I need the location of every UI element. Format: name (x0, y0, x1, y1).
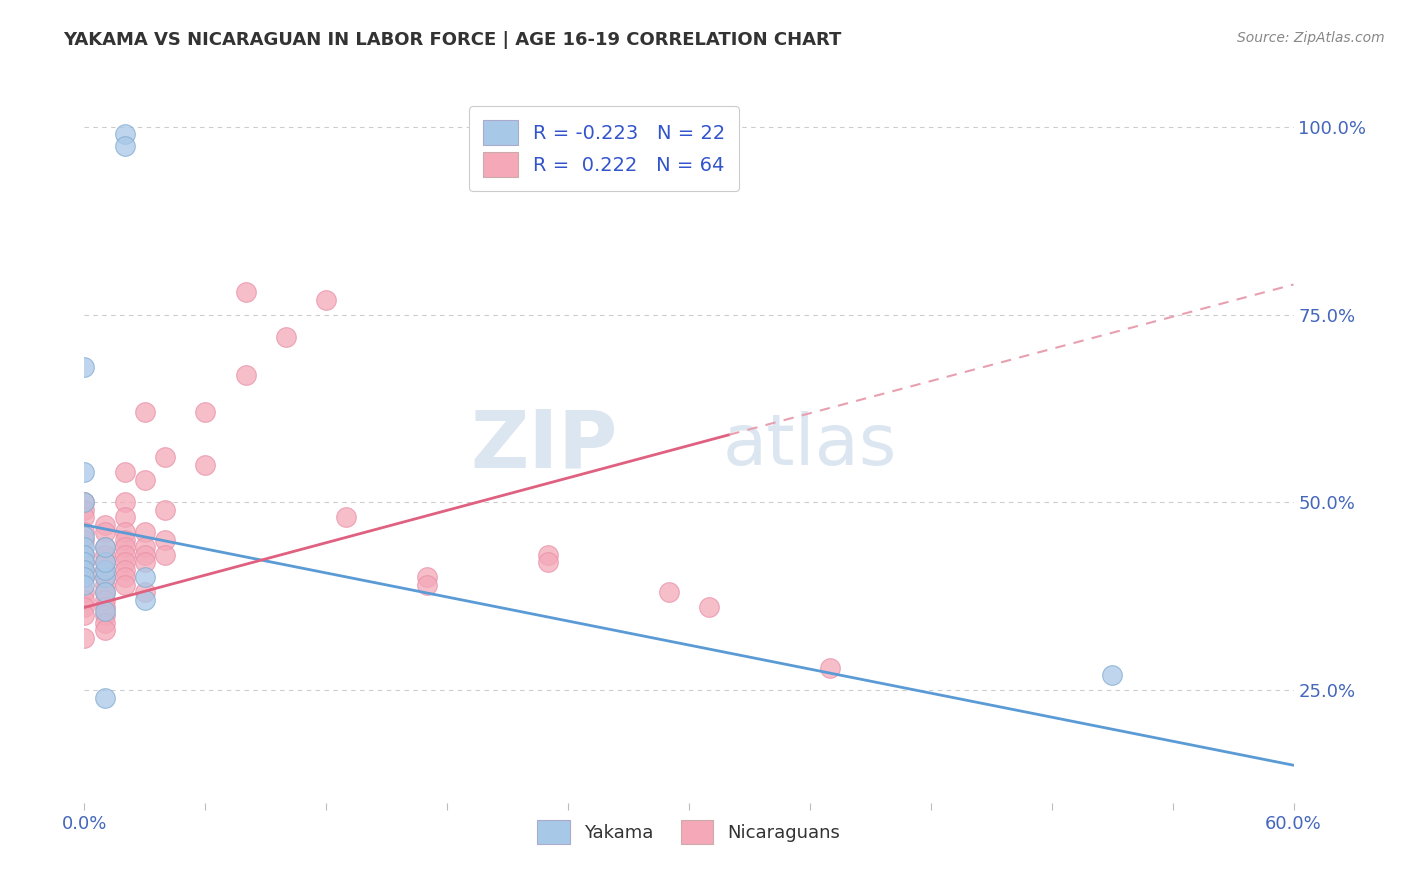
Point (93, 607, 115, 622)
Point (93, 525, 115, 540)
Point (73, 529, 96, 543)
Point (93, 556, 115, 570)
Point (93, 623, 115, 637)
Point (73, 525, 96, 540)
Point (73, 563, 96, 577)
Point (114, 510, 136, 524)
Point (73, 585, 96, 599)
Point (93, 563, 115, 577)
Point (235, 285, 257, 299)
Point (315, 293, 337, 307)
Point (134, 570, 156, 584)
Point (73, 548, 96, 562)
Point (134, 541, 156, 555)
Point (93, 517, 115, 532)
Point (194, 405, 217, 419)
Point (73, 495, 96, 509)
Point (134, 585, 156, 599)
Point (73, 631, 96, 645)
Point (416, 570, 439, 584)
Text: atlas: atlas (723, 411, 897, 481)
Point (93, 585, 115, 599)
Point (1101, 668, 1123, 682)
Point (153, 503, 176, 517)
Point (73, 533, 96, 547)
Point (274, 330, 297, 344)
Point (93, 585, 115, 599)
Point (114, 541, 136, 555)
Point (73, 541, 96, 555)
Point (134, 405, 156, 419)
Point (93, 600, 115, 615)
Legend: Yakama, Nicaraguans: Yakama, Nicaraguans (530, 814, 848, 851)
Point (153, 548, 176, 562)
Point (73, 570, 96, 584)
Point (114, 138, 136, 153)
Point (73, 578, 96, 592)
Point (93, 570, 115, 584)
Text: ZIP: ZIP (470, 407, 617, 485)
Point (93, 615, 115, 630)
Point (73, 600, 96, 615)
Point (235, 368, 257, 382)
Point (114, 578, 136, 592)
Point (93, 690, 115, 705)
Point (416, 578, 439, 592)
Point (335, 510, 357, 524)
Point (658, 585, 681, 599)
Point (73, 503, 96, 517)
Point (134, 525, 156, 540)
Point (93, 541, 115, 555)
Point (73, 570, 96, 584)
Text: YAKAMA VS NICARAGUAN IN LABOR FORCE | AGE 16-19 CORRELATION CHART: YAKAMA VS NICARAGUAN IN LABOR FORCE | AG… (63, 31, 842, 49)
Point (114, 128, 136, 142)
Point (114, 533, 136, 547)
Point (537, 548, 560, 562)
Point (73, 556, 96, 570)
Point (73, 360, 96, 375)
Point (194, 458, 217, 472)
Point (93, 541, 115, 555)
Point (73, 465, 96, 479)
Point (134, 556, 156, 570)
Point (134, 473, 156, 487)
Point (114, 563, 136, 577)
Point (73, 495, 96, 509)
Point (73, 563, 96, 577)
Point (153, 450, 176, 465)
Text: Source: ZipAtlas.com: Source: ZipAtlas.com (1237, 31, 1385, 45)
Point (93, 563, 115, 577)
Point (114, 556, 136, 570)
Point (73, 548, 96, 562)
Point (73, 556, 96, 570)
Point (93, 556, 115, 570)
Point (134, 548, 156, 562)
Point (93, 604, 115, 618)
Point (114, 548, 136, 562)
Point (114, 465, 136, 479)
Point (537, 556, 560, 570)
Point (73, 593, 96, 607)
Point (114, 570, 136, 584)
Point (134, 593, 156, 607)
Point (818, 660, 841, 674)
Point (153, 533, 176, 547)
Point (697, 600, 720, 615)
Point (114, 495, 136, 509)
Point (93, 593, 115, 607)
Point (114, 525, 136, 540)
Point (73, 510, 96, 524)
Point (93, 578, 115, 592)
Point (73, 607, 96, 622)
Point (93, 570, 115, 584)
Point (93, 548, 115, 562)
